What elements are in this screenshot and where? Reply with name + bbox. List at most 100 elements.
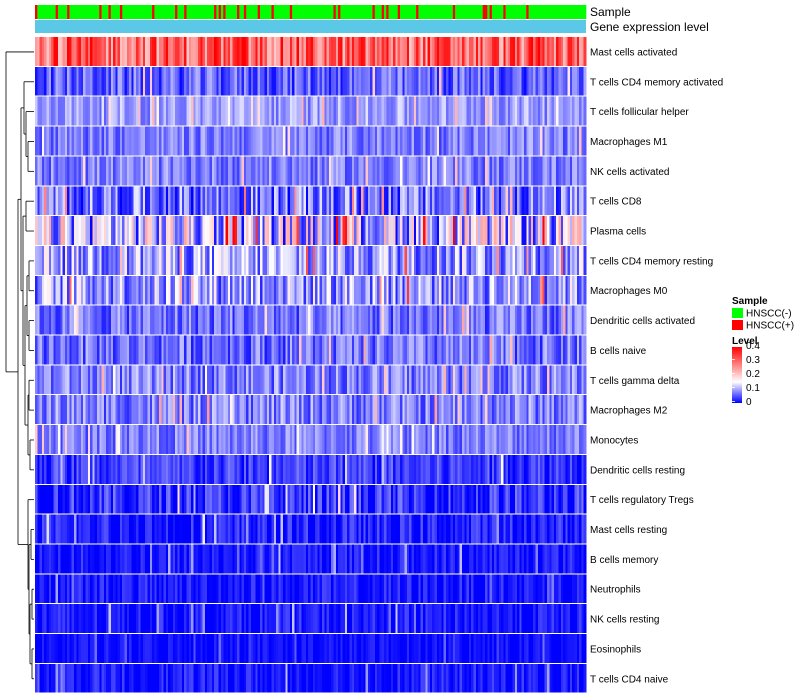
heatmap-cell — [179, 514, 183, 544]
heatmap-cell — [388, 425, 392, 454]
heatmap-cell — [80, 544, 84, 574]
heatmap-cell — [214, 66, 217, 96]
heatmap-cell — [165, 156, 169, 186]
heatmap-cell — [342, 425, 346, 454]
heatmap-cell — [491, 186, 495, 216]
heatmap-cell — [581, 395, 585, 425]
heatmap-cell — [299, 454, 302, 484]
heatmap-cell — [71, 96, 75, 126]
heatmap-cell — [526, 37, 529, 66]
heatmap-cell — [379, 484, 382, 514]
heatmap-cell — [344, 484, 348, 514]
heatmap-cell — [216, 66, 219, 96]
heatmap-cell — [136, 305, 139, 335]
heatmap-cell — [266, 186, 270, 216]
heatmap-cell — [358, 275, 362, 305]
sample-annotation-cell — [299, 5, 302, 19]
heatmap-cell — [294, 425, 298, 454]
heatmap-cell — [388, 365, 392, 395]
heatmap-cell — [338, 275, 341, 305]
heatmap-cell — [423, 484, 426, 514]
heatmap-cell — [69, 96, 73, 126]
heatmap-cell — [142, 514, 146, 544]
heatmap-cell — [257, 604, 261, 633]
heatmap-cell — [569, 96, 573, 126]
heatmap-cell — [549, 514, 552, 544]
sample-annotation-cell — [230, 5, 233, 19]
heatmap-cell — [37, 574, 40, 604]
heatmap-cell — [501, 514, 504, 544]
heatmap-cell — [225, 365, 229, 395]
heatmap-cell — [195, 514, 199, 544]
heatmap-cell — [452, 126, 456, 156]
heatmap-cell — [243, 544, 247, 574]
heatmap-cell — [402, 66, 405, 96]
heatmap-cell — [99, 604, 102, 633]
heatmap-cell — [154, 514, 157, 544]
heatmap-cell — [319, 126, 323, 156]
sample-annotation-cell — [379, 5, 382, 19]
heatmap-cell — [530, 156, 534, 186]
heatmap-cell — [363, 514, 366, 544]
heatmap-cell — [340, 484, 343, 514]
heatmap-cell — [71, 395, 75, 425]
heatmap-cell — [202, 395, 206, 425]
heatmap-cell — [319, 96, 323, 126]
heatmap-cell — [250, 66, 254, 96]
heatmap-cell — [243, 126, 247, 156]
heatmap-cell — [44, 544, 47, 574]
heatmap-cell — [101, 425, 105, 454]
heatmap-cell — [138, 454, 141, 484]
heatmap-cell — [340, 574, 343, 604]
heatmap-cell — [565, 275, 568, 305]
sample-annotation-cell — [567, 5, 571, 19]
heatmap-cell — [379, 425, 382, 454]
heatmap-cell — [354, 305, 357, 335]
heatmap-cell — [188, 305, 192, 335]
heatmap-cell — [340, 275, 343, 305]
heatmap-cell — [457, 156, 461, 186]
heatmap-cell — [177, 245, 180, 275]
heatmap-cell — [459, 126, 463, 156]
heatmap-cell — [551, 574, 555, 604]
heatmap-cell — [432, 454, 435, 484]
heatmap-cell — [161, 216, 164, 245]
sample-annotation-cell — [292, 5, 295, 19]
heatmap-cell — [526, 365, 529, 395]
sample-annotation-cell — [560, 5, 564, 19]
heatmap-cell — [259, 245, 263, 275]
heatmap-cell — [156, 216, 160, 245]
heatmap-cell — [287, 96, 291, 126]
heatmap-cell — [457, 245, 461, 275]
heatmap-cell — [71, 305, 75, 335]
heatmap-cell — [51, 96, 54, 126]
heatmap-cell — [553, 365, 557, 395]
heatmap-cell — [124, 454, 128, 484]
sample-annotation-cell — [478, 5, 481, 19]
heatmap-cell — [39, 186, 43, 216]
heatmap-cell — [544, 335, 548, 365]
sample-annotation-cell — [285, 5, 288, 19]
heatmap-cell — [305, 245, 309, 275]
heatmap-cell — [57, 395, 61, 425]
heatmap-cell — [482, 514, 486, 544]
heatmap-cell — [549, 395, 552, 425]
heatmap-cell — [553, 544, 557, 574]
sample-annotation-cell — [443, 5, 447, 19]
heatmap-cell — [349, 156, 353, 186]
heatmap-cell — [475, 126, 479, 156]
heatmap-cell — [507, 544, 511, 574]
heatmap-cell — [136, 395, 139, 425]
heatmap-cell — [78, 574, 82, 604]
heatmap-cell — [556, 186, 559, 216]
heatmap-cell — [103, 245, 107, 275]
heatmap-cell — [519, 96, 523, 126]
heatmap-cell — [505, 574, 509, 604]
heatmap-cell — [106, 156, 109, 186]
heatmap-cell — [103, 604, 107, 633]
heatmap-cell — [227, 96, 231, 126]
heatmap-cell — [223, 37, 226, 66]
heatmap-cell — [184, 156, 187, 186]
sample-annotation-cell — [136, 5, 139, 19]
heatmap-cell — [200, 604, 203, 633]
